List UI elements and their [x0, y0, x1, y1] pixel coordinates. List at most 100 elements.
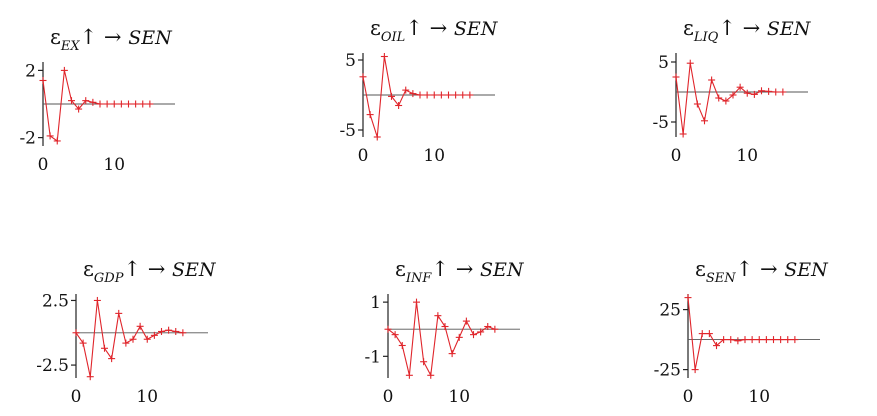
data-point-marker — [462, 317, 470, 325]
data-point-marker — [46, 132, 54, 140]
data-point-marker — [359, 73, 367, 81]
data-point-marker — [373, 133, 381, 141]
data-point-marker — [179, 329, 187, 337]
data-point-marker — [150, 331, 158, 339]
y-tick-label: 25 — [659, 301, 681, 321]
data-point-marker — [770, 336, 777, 344]
data-point-marker — [395, 102, 403, 109]
data-point-marker — [779, 88, 787, 96]
data-point-marker — [743, 89, 751, 97]
x-tick-label: 0 — [671, 146, 682, 166]
x-tick-label: 0 — [71, 387, 82, 407]
x-tick-label: 10 — [103, 155, 125, 175]
data-point-marker — [765, 87, 773, 95]
y-tick-label: -2 — [19, 129, 36, 149]
data-point-marker — [484, 323, 492, 331]
data-point-marker — [777, 336, 785, 344]
data-point-marker — [784, 336, 792, 344]
y-tick-label: 2.5 — [42, 291, 69, 311]
data-point-marker — [470, 331, 477, 339]
data-point-marker — [736, 83, 744, 91]
data-point-marker — [115, 309, 123, 317]
y-tick-label: 2 — [25, 61, 36, 81]
data-point-marker — [420, 358, 428, 366]
irf-line — [387, 302, 496, 378]
irf-line — [42, 70, 150, 142]
data-point-marker — [68, 97, 75, 105]
irf-line — [675, 63, 783, 135]
data-point-marker — [727, 336, 735, 344]
x-tick-label: 10 — [448, 387, 470, 407]
data-point-marker — [384, 325, 392, 333]
chart-title: εLIQ↑ → SEN — [683, 16, 812, 45]
x-tick-label: 10 — [136, 387, 158, 407]
data-point-marker — [391, 331, 399, 339]
x-tick-label: 10 — [423, 146, 445, 166]
y-tick-label: -5 — [652, 113, 669, 133]
data-point-marker — [136, 322, 144, 330]
data-point-marker — [146, 100, 154, 108]
y-tick-label: -1 — [364, 347, 381, 367]
data-point-marker — [101, 344, 108, 352]
x-tick-label: 10 — [748, 387, 770, 407]
data-point-marker — [679, 130, 687, 138]
irf-line — [75, 300, 183, 377]
y-tick-label: 5 — [658, 53, 669, 73]
data-point-marker — [416, 91, 424, 99]
data-point-marker — [713, 342, 720, 350]
irf-chart: εGDP↑ → SEN 2.5 -2.50 10 — [36, 257, 217, 407]
data-point-marker — [75, 105, 83, 113]
data-point-marker — [89, 98, 97, 106]
chart-title: εINF↑ → SEN — [395, 257, 525, 286]
data-point-marker — [729, 91, 737, 99]
data-point-marker — [755, 336, 763, 344]
data-point-marker — [39, 76, 47, 84]
irf-panel-ex: εEX↑ → SEN 2 -2 0 10 — [5, 14, 225, 184]
data-point-marker — [103, 100, 111, 108]
data-point-marker — [750, 90, 758, 98]
data-point-marker — [380, 53, 388, 60]
data-point-marker — [491, 325, 499, 333]
data-point-marker — [722, 97, 730, 105]
y-tick-label: 1 — [370, 293, 381, 313]
irf-chart: εINF↑ → SEN 1 -10 10 — [364, 257, 525, 407]
data-point-marker — [423, 91, 431, 99]
irf-panel-oil: εOIL↑ → SEN 5 -5 0 10 — [325, 5, 545, 175]
irf-line — [687, 297, 795, 370]
data-point-marker — [466, 91, 474, 99]
irf-panel-liq: εLIQ↑ → SEN 5 -5 0 10 — [638, 5, 858, 175]
irf-line — [362, 56, 470, 138]
irf-panel-inf: εINF↑ → SEN 1 -1 0 10 — [350, 246, 570, 416]
data-point-marker — [388, 92, 395, 100]
data-point-marker — [405, 371, 413, 379]
data-point-marker — [53, 137, 61, 145]
data-point-marker — [477, 328, 485, 336]
data-point-marker — [748, 336, 756, 344]
data-point-marker — [734, 337, 742, 345]
data-point-marker — [117, 100, 125, 108]
data-point-marker — [434, 312, 442, 320]
x-tick-label: 0 — [383, 387, 394, 407]
data-point-marker — [437, 91, 445, 99]
data-point-marker — [108, 355, 116, 363]
chart-title: εOIL↑ → SEN — [370, 16, 499, 45]
data-point-marker — [698, 330, 706, 338]
x-tick-label: 10 — [736, 146, 758, 166]
data-point-marker — [686, 59, 694, 67]
data-point-marker — [452, 91, 460, 99]
data-point-marker — [672, 73, 680, 81]
data-point-marker — [701, 117, 708, 125]
data-point-marker — [684, 294, 692, 302]
chart-title: εGDP↑ → SEN — [83, 257, 217, 286]
data-point-marker — [398, 341, 406, 349]
data-point-marker — [86, 373, 94, 381]
data-point-marker — [691, 366, 699, 374]
data-point-marker — [93, 296, 101, 304]
data-point-marker — [430, 91, 438, 99]
data-point-marker — [708, 76, 716, 84]
y-tick-label: -2.5 — [36, 356, 69, 376]
data-point-marker — [122, 339, 130, 347]
data-point-marker — [720, 336, 728, 344]
data-point-marker — [165, 326, 173, 334]
irf-chart: εEX↑ → SEN 2 -20 10 — [19, 25, 175, 175]
